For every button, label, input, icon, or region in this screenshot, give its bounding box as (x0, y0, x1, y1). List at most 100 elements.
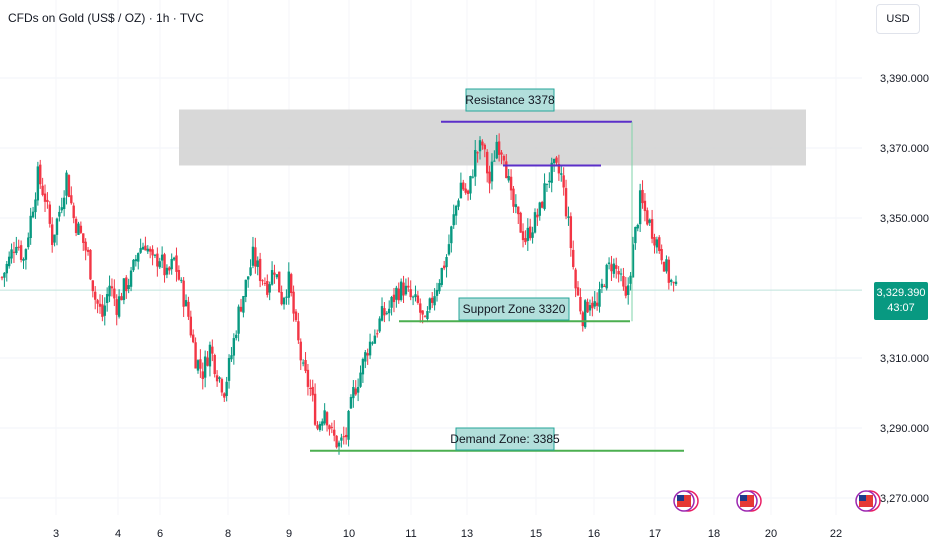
time-axis[interactable]: 3 4 6 8 9 10 11 13 15 16 17 18 20 22 (53, 528, 842, 540)
candle-body (399, 281, 403, 300)
candle-body (323, 410, 326, 424)
candle-body (629, 275, 632, 284)
x-tick-label: 18 (708, 528, 720, 540)
candle-body (670, 279, 673, 282)
candle-body (215, 375, 219, 382)
candle-body (533, 212, 537, 233)
candle-body (86, 249, 90, 252)
candle-body (289, 274, 293, 294)
candle-body (201, 371, 204, 379)
candle-body (122, 278, 126, 301)
candle-body (493, 160, 496, 162)
candle-body (435, 289, 439, 296)
candle-body (7, 256, 11, 267)
y-tick-label: 3,350.000 (880, 213, 929, 225)
candle-body (194, 342, 197, 369)
candle-body (129, 270, 133, 287)
candle-body (203, 356, 207, 378)
candle-body (572, 249, 575, 267)
candle-body (280, 291, 283, 305)
candle-body (526, 227, 530, 241)
candle-body (667, 259, 671, 283)
candle-body (383, 308, 386, 316)
candle-body (196, 360, 200, 371)
candle-body (497, 141, 501, 155)
candle-body (404, 285, 408, 295)
candle-body (483, 144, 486, 150)
currency-button[interactable]: USD (876, 4, 920, 34)
candle-body (450, 226, 453, 244)
candle-body (447, 244, 451, 255)
drawing-layer (310, 120, 684, 452)
candle-body (72, 205, 75, 219)
price-axis[interactable]: 3,390.000 3,370.000 3,350.000 3,310.000 3,29… (880, 73, 929, 505)
candle-body (344, 434, 348, 438)
candle-body (643, 200, 647, 212)
bar-countdown: 43:07 (887, 302, 915, 314)
candle-body (603, 285, 606, 287)
candle-body (612, 263, 616, 274)
candle-body (366, 353, 369, 356)
candle-body (478, 140, 482, 152)
flag-canton (677, 495, 684, 501)
demand-zone-label: Demand Zone: 3385 (450, 432, 560, 446)
candle-body (569, 216, 573, 249)
candle-body (132, 259, 135, 271)
x-tick-label: 13 (461, 528, 473, 540)
y-tick-label: 3,390.000 (880, 73, 929, 85)
candle-body (512, 188, 515, 207)
x-tick-label: 10 (343, 528, 355, 540)
candle-body (502, 156, 506, 161)
candle-body (330, 426, 334, 428)
candle-body (297, 321, 300, 341)
candle-body (316, 425, 319, 429)
candle-body (342, 436, 345, 438)
candle-body (466, 190, 470, 194)
candle-body (442, 265, 446, 269)
candle-body (672, 282, 675, 284)
demand-zone-label-box[interactable] (455, 427, 555, 451)
candle-body (256, 260, 259, 267)
candle-body (301, 362, 305, 364)
candle-body (624, 286, 628, 296)
us-flag-event-icon[interactable] (855, 490, 881, 512)
candle-body (519, 212, 522, 233)
candle-body (304, 360, 307, 371)
support-zone-label-box[interactable] (458, 297, 570, 321)
candle-body (552, 158, 556, 163)
candle-body (387, 308, 391, 314)
candle-body (318, 423, 322, 430)
x-tick-label: 22 (830, 528, 842, 540)
candle-body (60, 207, 63, 211)
candle-body (356, 386, 360, 393)
x-tick-label: 6 (157, 528, 163, 540)
candle-body (631, 244, 635, 278)
candle-body (397, 288, 400, 301)
x-tick-label: 17 (649, 528, 661, 540)
candle-body (182, 280, 185, 307)
candle-body (409, 289, 412, 298)
candle-body (555, 157, 558, 163)
candle-body (421, 310, 424, 315)
candle-body (239, 306, 243, 312)
candle-body (58, 211, 61, 217)
candle-body (17, 246, 20, 248)
us-flag-event-icon[interactable] (673, 490, 699, 512)
candle-body (67, 175, 71, 197)
candle-body (615, 265, 618, 269)
candle-body (349, 396, 353, 409)
candle-body (653, 237, 656, 246)
candle-body (22, 259, 25, 261)
us-flag-event-icon[interactable] (736, 490, 762, 512)
candle-body (103, 305, 106, 316)
candle-body (507, 176, 510, 181)
candle-body (488, 171, 491, 184)
candle-body (125, 277, 128, 292)
candle-body (581, 312, 584, 327)
candle-body (282, 297, 286, 305)
candle-body (567, 216, 570, 218)
x-tick-label: 8 (225, 528, 231, 540)
resistance-label-box[interactable] (465, 88, 555, 112)
candle-body (557, 163, 561, 174)
